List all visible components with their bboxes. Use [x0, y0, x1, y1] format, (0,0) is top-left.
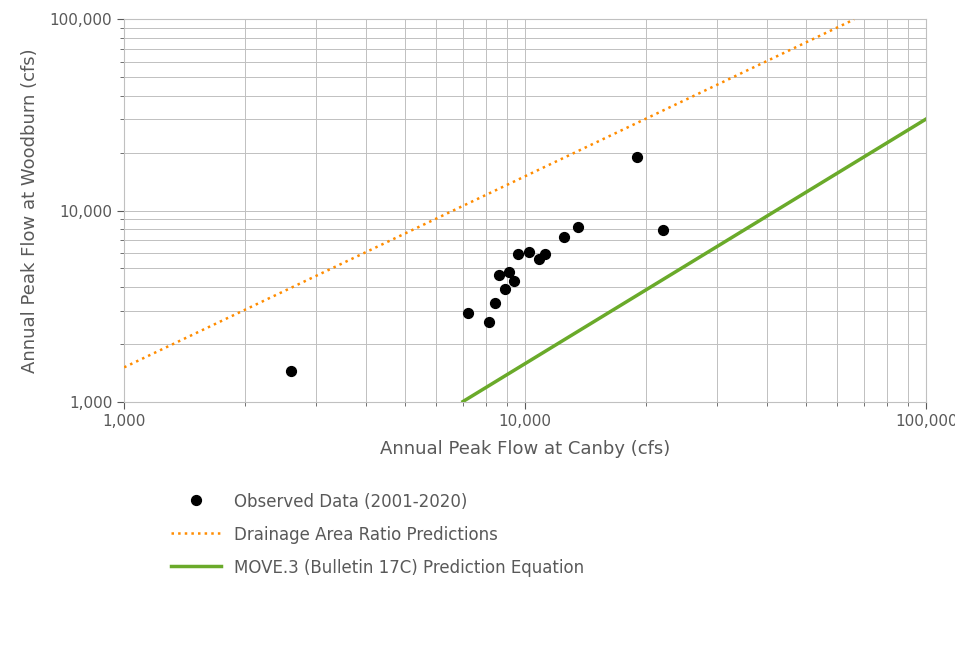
Observed Data (2001-2020)	[487, 297, 502, 308]
Observed Data (2001-2020)	[531, 253, 546, 264]
Line: MOVE.3 (Bulletin 17C) Prediction Equation: MOVE.3 (Bulletin 17C) Prediction Equatio…	[463, 119, 926, 402]
MOVE.3 (Bulletin 17C) Prediction Equation	[758, 214, 770, 222]
X-axis label: Annual Peak Flow at Canby (cfs): Annual Peak Flow at Canby (cfs)	[380, 440, 670, 457]
Observed Data (2001-2020)	[460, 308, 476, 319]
Observed Data (2001-2020)	[507, 275, 522, 286]
Observed Data (2001-2020)	[538, 249, 553, 260]
Drainage Area Ratio Predictions	[848, 16, 860, 23]
Drainage Area Ratio Predictions	[646, 112, 657, 120]
Y-axis label: Annual Peak Flow at Woodburn (cfs): Annual Peak Flow at Woodburn (cfs)	[21, 49, 38, 373]
Line: Drainage Area Ratio Predictions: Drainage Area Ratio Predictions	[124, 19, 854, 367]
MOVE.3 (Bulletin 17C) Prediction Equation	[921, 115, 932, 122]
Observed Data (2001-2020)	[629, 152, 645, 163]
MOVE.3 (Bulletin 17C) Prediction Equation	[784, 198, 796, 206]
Legend: Observed Data (2001-2020), Drainage Area Ratio Predictions, MOVE.3 (Bulletin 17C: Observed Data (2001-2020), Drainage Area…	[164, 486, 591, 584]
Observed Data (2001-2020)	[557, 231, 572, 242]
Observed Data (2001-2020)	[491, 270, 506, 280]
Observed Data (2001-2020)	[501, 266, 517, 277]
MOVE.3 (Bulletin 17C) Prediction Equation	[535, 351, 546, 358]
Observed Data (2001-2020)	[283, 365, 298, 376]
Observed Data (2001-2020)	[481, 318, 497, 328]
Drainage Area Ratio Predictions	[624, 122, 635, 130]
Drainage Area Ratio Predictions	[631, 119, 643, 127]
Drainage Area Ratio Predictions	[190, 329, 202, 337]
Drainage Area Ratio Predictions	[759, 58, 771, 66]
Drainage Area Ratio Predictions	[490, 186, 501, 194]
MOVE.3 (Bulletin 17C) Prediction Equation	[592, 316, 604, 323]
MOVE.3 (Bulletin 17C) Prediction Equation	[752, 218, 763, 226]
Observed Data (2001-2020)	[655, 225, 670, 235]
Drainage Area Ratio Predictions	[118, 364, 130, 371]
Observed Data (2001-2020)	[498, 284, 513, 294]
MOVE.3 (Bulletin 17C) Prediction Equation	[696, 251, 708, 259]
Observed Data (2001-2020)	[570, 222, 585, 232]
Observed Data (2001-2020)	[511, 249, 526, 260]
Observed Data (2001-2020)	[521, 246, 537, 257]
MOVE.3 (Bulletin 17C) Prediction Equation	[457, 398, 469, 406]
